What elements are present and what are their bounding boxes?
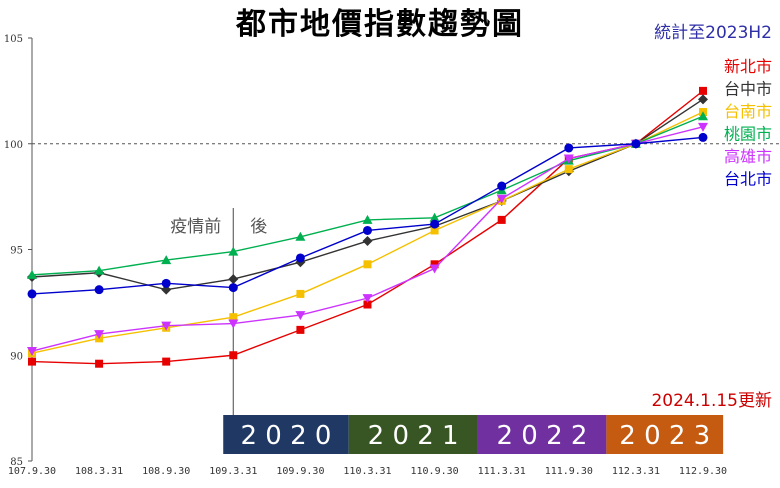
data-point — [430, 219, 440, 229]
legend-entry: 台中市 — [724, 80, 772, 99]
x-tick-label: 110.9.30 — [411, 466, 459, 477]
data-point — [295, 253, 305, 263]
data-point — [430, 260, 439, 269]
data-point — [362, 294, 373, 304]
x-tick-label: 111.9.30 — [545, 466, 593, 477]
data-point — [296, 289, 305, 298]
x-tick-label: 108.9.30 — [142, 466, 190, 477]
data-point — [698, 111, 708, 121]
data-point — [698, 132, 708, 142]
data-point — [362, 214, 373, 224]
data-point — [94, 285, 104, 295]
data-point — [497, 181, 507, 191]
series-group — [27, 86, 708, 368]
y-tick-label: 105 — [4, 34, 23, 45]
data-point — [496, 194, 507, 204]
x-tick-label: 112.3.31 — [612, 466, 660, 477]
x-tick-label: 107.9.30 — [8, 466, 56, 477]
data-point — [162, 357, 171, 366]
data-point — [295, 311, 306, 321]
data-point — [94, 265, 105, 275]
data-point — [497, 215, 506, 224]
year-band-2 — [477, 415, 607, 454]
data-point — [27, 289, 37, 299]
annotation-before: 疫情前 — [170, 217, 221, 237]
x-tick-label: 109.9.30 — [276, 466, 324, 477]
data-point — [564, 165, 573, 174]
update-note: 2024.1.15更新 — [651, 391, 772, 411]
data-point — [95, 359, 104, 368]
data-point — [228, 274, 239, 285]
year-band-label: 2 0 2 3 — [619, 421, 710, 451]
year-band-1 — [348, 415, 478, 454]
chart-title: 都市地價指數趨勢圖 — [235, 7, 524, 42]
year-band-3 — [606, 415, 724, 454]
data-point — [295, 231, 306, 241]
data-point — [430, 226, 439, 235]
data-point — [27, 269, 37, 279]
year-band-label: 2 0 2 0 — [240, 421, 331, 451]
legend-entry: 台北市 — [724, 170, 772, 189]
data-point — [698, 122, 708, 132]
y-tick-label: 100 — [4, 140, 23, 151]
legend-entry: 新北市 — [724, 57, 772, 76]
data-point — [228, 246, 239, 256]
x-tick-label: 109.3.31 — [209, 466, 257, 477]
legend-entry: 高雄市 — [724, 147, 772, 166]
data-point — [161, 255, 172, 265]
x-tick-label: 108.3.31 — [75, 466, 123, 477]
series-line-3 — [31, 115, 704, 276]
y-tick-label: 90 — [10, 351, 23, 362]
data-point — [94, 330, 105, 340]
data-point — [27, 347, 37, 357]
data-point — [228, 283, 238, 293]
data-point — [363, 300, 372, 309]
data-point — [161, 278, 171, 288]
data-point — [698, 94, 708, 105]
annotation-after: 後 — [250, 217, 267, 237]
data-point — [296, 325, 305, 334]
data-point — [631, 139, 641, 149]
legend-entry: 桃園市 — [724, 125, 772, 144]
data-point — [161, 284, 172, 295]
data-point — [161, 321, 172, 331]
data-point — [362, 236, 373, 247]
data-point — [699, 86, 707, 95]
year-band-0 — [223, 415, 349, 454]
data-point — [429, 212, 440, 222]
year-band-label: 2 0 2 2 — [496, 421, 587, 451]
x-tick-label: 111.3.31 — [478, 466, 526, 477]
y-tick-label: 95 — [10, 246, 23, 257]
data-point — [563, 154, 574, 164]
data-point — [229, 313, 238, 322]
year-bands: 2 0 2 0 2 0 2 1 2 0 2 2 2 0 2 3 — [223, 415, 724, 454]
year-band-label: 2 0 2 1 — [368, 421, 459, 451]
legend-entry: 台南市 — [724, 102, 772, 121]
data-point — [228, 319, 239, 329]
data-point — [363, 260, 372, 269]
data-point — [363, 225, 372, 235]
data-point — [429, 264, 440, 274]
data-point — [28, 357, 36, 366]
covid-annotation: 疫情前 後 — [170, 208, 267, 415]
chart-subtitle: 統計至2023H2 — [654, 23, 772, 43]
x-tick-label: 110.3.31 — [343, 466, 391, 477]
x-tick-label: 112.9.30 — [679, 466, 727, 477]
y-tick-label: 85 — [10, 457, 23, 468]
data-point — [564, 143, 574, 153]
data-point — [229, 351, 238, 360]
axes: 85 90 95 100 105 107.9.30 108.3.31 108.9.30 109.… — [4, 34, 780, 477]
